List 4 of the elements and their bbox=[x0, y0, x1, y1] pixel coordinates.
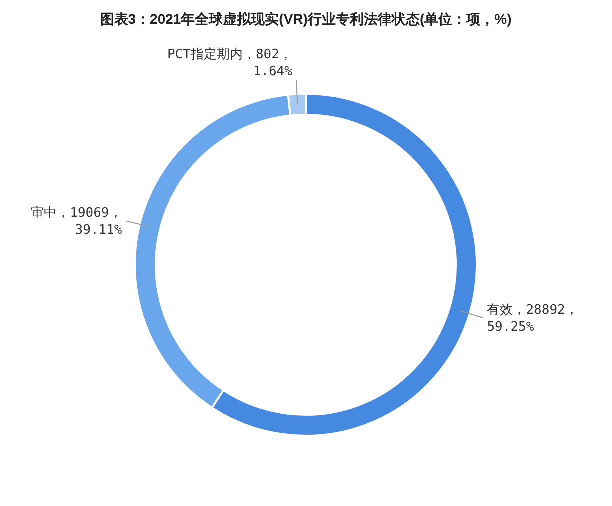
slice-label: PCT指定期内，802，1.64% bbox=[167, 47, 293, 80]
slice-label: 审中，19069，39.11% bbox=[31, 205, 122, 238]
slice-label: 有效，28892，59.25% bbox=[487, 303, 578, 336]
chart-title: 图表3：2021年全球虚拟现实(VR)行业专利法律状态(单位：项，%) bbox=[100, 11, 512, 27]
